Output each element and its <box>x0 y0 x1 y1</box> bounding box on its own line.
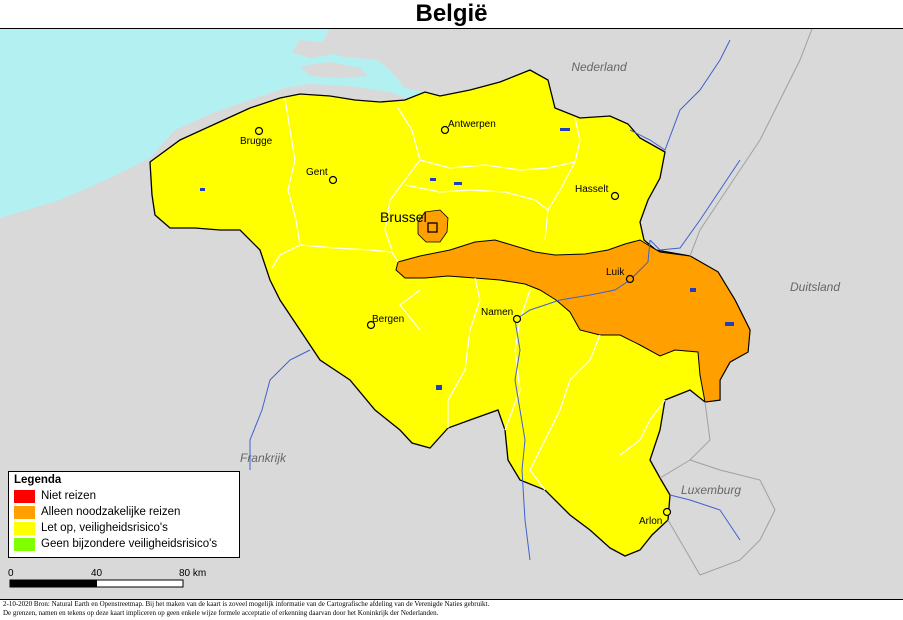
legend: Legenda Niet reizen Alleen noodzakelijke… <box>8 471 240 558</box>
city-antwerpen[interactable]: Antwerpen <box>440 119 496 135</box>
brussels-essential-area <box>417 209 449 243</box>
country-label-de: Duitsland <box>790 280 840 294</box>
footer-credits: 2-10-2020 Bron: Natural Earth en Openstr… <box>0 599 903 620</box>
city-label: Namen <box>481 307 513 318</box>
page-title: België <box>415 0 488 27</box>
legend-swatch <box>14 537 35 551</box>
legend-label: Geen bijzondere veiligheidsrisico's <box>41 538 218 550</box>
legend-item: Geen bijzondere veiligheidsrisico's <box>14 536 239 552</box>
legend-item: Let op, veiligheidsrisico's <box>14 520 239 536</box>
legend-title: Legenda <box>14 474 62 486</box>
province-borders <box>271 97 666 491</box>
city-label: Arlon <box>639 516 662 527</box>
capital-label: Brussel <box>380 209 427 225</box>
scale-label: 0 <box>8 568 14 579</box>
city-label: Brugge <box>240 136 273 147</box>
belgium-caution-area <box>149 69 751 557</box>
city-label: Bergen <box>372 314 404 325</box>
lakes <box>200 128 734 390</box>
zeeland-island <box>300 62 368 78</box>
city-luik[interactable]: Luik <box>606 267 635 284</box>
title-bar: België <box>0 0 903 29</box>
legend-swatch <box>14 505 35 519</box>
legend-label: Let op, veiligheidsrisico's <box>41 522 168 534</box>
luik-namen-essential-area <box>395 239 751 403</box>
city-namen[interactable]: Namen <box>481 307 522 324</box>
scale-label: 40 <box>91 568 103 579</box>
legend-swatch <box>14 489 35 503</box>
scale-label: 80 km <box>179 568 206 579</box>
footer-line: De grenzen, namen en tekens op deze kaar… <box>3 609 439 617</box>
scale-bar: 0 40 80 km <box>8 566 238 596</box>
city-hasselt[interactable]: Hasselt <box>575 184 620 201</box>
footer-line: 2-10-2020 Bron: Natural Earth en Openstr… <box>3 600 490 608</box>
city-brugge[interactable]: Brugge <box>240 126 273 148</box>
zeeland-island <box>332 40 395 60</box>
city-bergen[interactable]: Bergen <box>366 314 405 330</box>
rivers <box>249 39 741 561</box>
city-label: Antwerpen <box>448 119 496 130</box>
country-label-fr: Frankrijk <box>240 451 287 465</box>
city-arlon[interactable]: Arlon <box>639 507 672 528</box>
capital-brussel[interactable]: Brussel <box>380 209 438 233</box>
city-label: Gent <box>306 167 328 178</box>
legend-swatch <box>14 521 35 535</box>
legend-label: Niet reizen <box>41 490 96 502</box>
city-gent[interactable]: Gent <box>306 167 338 185</box>
city-label: Luik <box>606 267 625 278</box>
legend-item: Alleen noodzakelijke reizen <box>14 504 239 520</box>
city-label: Hasselt <box>575 184 609 195</box>
legend-label: Alleen noodzakelijke reizen <box>41 506 181 518</box>
legend-item: Niet reizen <box>14 488 239 504</box>
country-label-lu: Luxemburg <box>681 483 741 497</box>
country-borders <box>659 29 813 576</box>
country-label-nl: Nederland <box>571 60 627 74</box>
